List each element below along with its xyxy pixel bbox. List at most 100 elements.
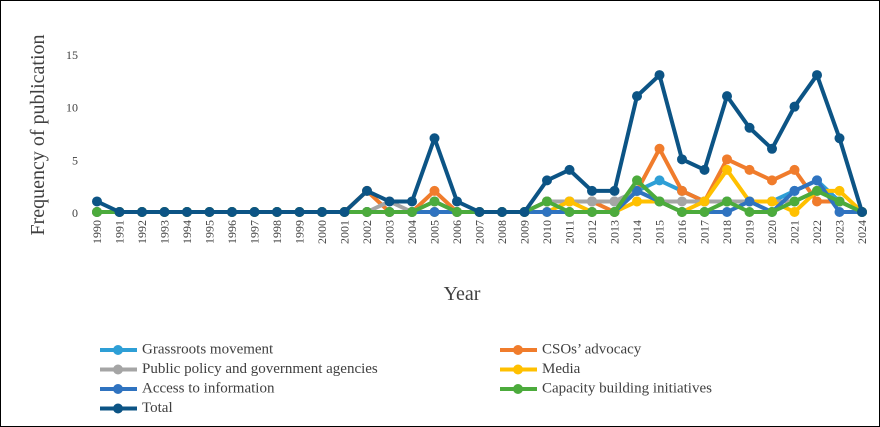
- data-point: [114, 207, 125, 217]
- data-point: [609, 207, 620, 217]
- x-tick-label: 2023: [833, 220, 847, 244]
- x-tick-label: 2000: [315, 220, 329, 244]
- x-tick-label: 2019: [743, 220, 757, 244]
- x-tick-label: 2010: [540, 220, 554, 244]
- legend-label: Capacity building initiatives: [542, 380, 712, 396]
- data-point: [857, 207, 867, 217]
- legend-label: Grassroots movement: [142, 341, 274, 357]
- data-point: [789, 185, 800, 196]
- data-point: [587, 207, 597, 217]
- data-point: [249, 207, 260, 217]
- data-point: [429, 207, 440, 217]
- data-point: [699, 164, 710, 175]
- data-point: [452, 196, 462, 207]
- data-point: [677, 196, 687, 207]
- x-tick-label: 2002: [360, 220, 374, 244]
- data-point: [677, 154, 687, 165]
- data-point: [609, 196, 620, 207]
- data-point: [789, 101, 800, 112]
- x-tick-label: 1999: [293, 220, 307, 244]
- data-point: [767, 175, 777, 186]
- data-point: [654, 143, 665, 154]
- x-tick-label: 2013: [608, 220, 622, 244]
- data-point: [834, 185, 845, 196]
- data-point: [294, 207, 305, 217]
- data-point: [609, 185, 620, 196]
- data-point: [744, 196, 755, 207]
- data-point: [429, 185, 440, 196]
- data-point: [587, 185, 597, 196]
- x-tick-label: 2021: [788, 220, 802, 244]
- x-tick-label: 1993: [158, 220, 172, 244]
- data-point: [474, 207, 485, 217]
- data-point: [699, 207, 710, 217]
- x-tick-label: 1998: [270, 220, 284, 244]
- data-point: [834, 207, 845, 217]
- legend-label: Total: [142, 400, 173, 416]
- legend-label: Public policy and government agencies: [142, 361, 378, 377]
- x-tick-label: 2001: [338, 220, 352, 244]
- data-point: [429, 133, 440, 144]
- data-point: [632, 196, 642, 207]
- data-point: [789, 207, 800, 217]
- x-tick-label: 1996: [225, 220, 239, 244]
- x-tick-label: 1997: [248, 220, 262, 244]
- data-point: [564, 164, 575, 175]
- x-tick-label: 2018: [720, 220, 734, 244]
- data-point: [384, 207, 395, 217]
- legend-label: Media: [542, 361, 581, 377]
- legend-label: CSOs’ advocacy: [542, 341, 642, 357]
- legend-marker: [113, 364, 123, 375]
- y-tick-label: 0: [72, 206, 78, 220]
- data-point: [789, 196, 800, 207]
- x-tick-label: 2022: [810, 220, 824, 244]
- data-point: [812, 175, 822, 186]
- data-point: [339, 207, 350, 217]
- x-tick-label: 1992: [135, 220, 149, 244]
- data-point: [182, 207, 192, 217]
- data-point: [699, 196, 710, 207]
- data-point: [744, 207, 755, 217]
- x-tick-label: 2006: [450, 220, 464, 244]
- data-point: [722, 154, 732, 165]
- data-point: [767, 143, 777, 154]
- legend-marker: [513, 364, 523, 375]
- data-point: [204, 207, 215, 217]
- legend-marker: [513, 345, 523, 355]
- data-point: [744, 122, 755, 133]
- x-tick-label: 2014: [630, 220, 644, 244]
- x-tick-label: 1994: [180, 220, 194, 244]
- x-tick-label: 2007: [473, 220, 487, 244]
- legend-marker: [113, 403, 123, 414]
- data-point: [654, 175, 665, 186]
- data-point: [632, 175, 642, 186]
- data-point: [317, 207, 327, 217]
- data-point: [744, 164, 755, 175]
- data-point: [564, 196, 575, 207]
- data-point: [722, 196, 732, 207]
- data-point: [452, 207, 462, 217]
- data-point: [159, 207, 170, 217]
- x-tick-label: 1991: [113, 220, 127, 244]
- data-point: [632, 91, 642, 102]
- data-point: [632, 185, 642, 196]
- data-point: [834, 133, 845, 144]
- data-point: [767, 196, 777, 207]
- data-point: [722, 164, 732, 175]
- data-point: [542, 196, 552, 207]
- x-tick-label: 2020: [765, 220, 779, 244]
- y-axis-title: Frequency of publication: [27, 34, 49, 235]
- x-tick-label: 2012: [585, 220, 599, 244]
- data-point: [677, 185, 687, 196]
- legend-marker: [513, 384, 523, 394]
- data-point: [542, 175, 552, 186]
- x-tick-label: 2005: [428, 220, 442, 244]
- data-point: [542, 207, 552, 217]
- data-point: [362, 207, 372, 217]
- data-point: [812, 196, 822, 207]
- legend-marker: [113, 345, 123, 355]
- data-point: [722, 207, 732, 217]
- data-point: [227, 207, 237, 217]
- x-tick-label: 2016: [675, 220, 689, 244]
